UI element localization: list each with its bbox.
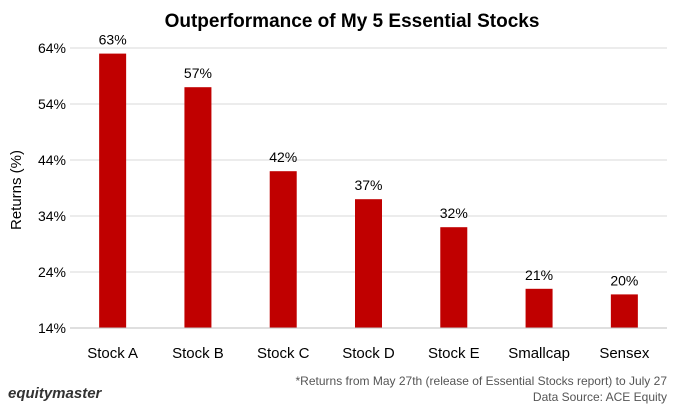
y-tick-label: 44% (38, 152, 66, 168)
y-axis-label: Returns (%) (8, 150, 25, 230)
x-tick-label: Stock D (342, 345, 395, 362)
data-label: 57% (184, 65, 212, 81)
data-label: 42% (269, 149, 297, 165)
x-tick-label: Smallcap (508, 345, 570, 362)
bar (610, 294, 638, 328)
data-labels: 63% 57% 42% 37% 32% 21% 20% (99, 32, 639, 289)
x-tick-label: Stock A (87, 345, 138, 362)
data-source: Data Source: ACE Equity (533, 390, 667, 404)
x-tick-label: Stock B (172, 345, 224, 362)
bar (99, 53, 127, 328)
bar (525, 288, 553, 328)
data-label: 32% (440, 205, 468, 221)
y-tick-label: 14% (38, 320, 66, 336)
y-tick-label: 24% (38, 264, 66, 280)
data-label: 21% (525, 267, 553, 283)
brand-logo: equitymaster (8, 385, 103, 402)
bar (355, 199, 382, 328)
x-axis-ticks: Stock A Stock B Stock C Stock D Stock E Small… (87, 345, 650, 362)
bar (269, 171, 297, 328)
x-tick-label: Sensex (599, 345, 650, 362)
gridlines (70, 47, 667, 273)
bars (99, 53, 638, 328)
bar (184, 87, 212, 328)
chart-title: Outperformance of My 5 Essential Stocks (165, 11, 540, 32)
y-tick-label: 34% (38, 208, 66, 224)
data-label: 63% (99, 32, 127, 48)
data-label: 20% (610, 272, 638, 288)
footnote: *Returns from May 27th (release of Essen… (296, 374, 668, 388)
y-axis-ticks: 14% 24% 34% 44% 54% 64% (38, 40, 66, 336)
data-label: 37% (354, 177, 382, 193)
y-tick-label: 64% (38, 40, 66, 56)
x-tick-label: Stock C (257, 345, 310, 362)
y-tick-label: 54% (38, 96, 66, 112)
bar (440, 227, 468, 328)
x-tick-label: Stock E (428, 345, 480, 362)
